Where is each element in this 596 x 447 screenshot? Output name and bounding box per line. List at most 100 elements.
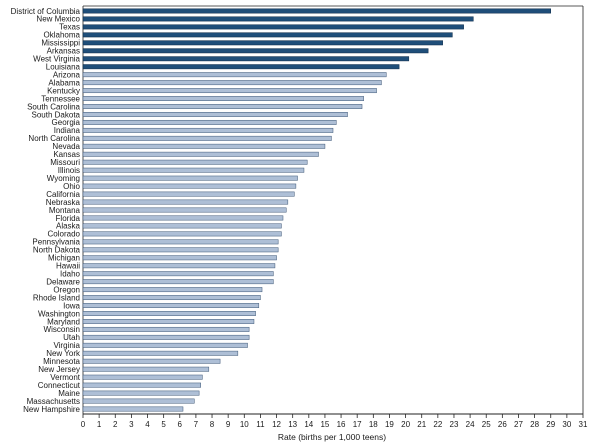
category-label: Wyoming — [47, 174, 80, 183]
category-label: Kansas — [53, 150, 80, 159]
bar-idaho — [82, 271, 274, 277]
bar-south-dakota — [82, 112, 348, 117]
bar-south-carolina — [82, 104, 363, 109]
bar-hawaii — [82, 263, 276, 269]
bar-wisconsin — [82, 326, 250, 332]
category-label: South Dakota — [32, 110, 81, 119]
bar-california — [82, 191, 295, 197]
x-tick-label: 18 — [369, 420, 378, 429]
category-label: Oklahoma — [44, 31, 81, 40]
category-label: Wisconsin — [44, 325, 80, 334]
bar-wyoming — [82, 175, 298, 181]
bar-massachusetts — [82, 398, 195, 404]
bar-alabama — [82, 80, 382, 86]
x-axis-ticks: 0 1 2 3 4 5 6 7 8 9 10 11 12 13 14 15 16 17 18 19 20 21 22 23 24… — [81, 414, 588, 429]
category-label: Mississippi — [41, 39, 80, 48]
bar-washington — [82, 311, 256, 316]
category-label: Hawaii — [56, 262, 80, 271]
bar-kansas — [82, 151, 319, 157]
bar-illinois — [82, 167, 305, 173]
category-label: Georgia — [52, 118, 81, 127]
category-label: Minnesota — [43, 357, 80, 366]
bar-new-hampshire — [82, 406, 184, 412]
bar-texas — [82, 24, 464, 30]
x-tick-label: 12 — [272, 420, 281, 429]
category-label: South Carolina — [27, 102, 80, 111]
x-tick-label: 16 — [337, 420, 346, 429]
bar-iowa — [82, 303, 260, 308]
x-tick-label: 21 — [417, 420, 426, 429]
x-tick-label: 20 — [401, 420, 410, 429]
category-label: District of Columbia — [11, 7, 81, 16]
bar-pennsylvania — [82, 239, 279, 245]
category-label: Kentucky — [47, 86, 80, 95]
category-label: New Jersey — [38, 365, 80, 374]
x-tick-label: 30 — [562, 420, 571, 429]
category-label: North Dakota — [33, 246, 81, 255]
x-tick-label: 1 — [97, 420, 102, 429]
category-label: Louisiana — [46, 63, 81, 72]
category-label: West Virginia — [33, 55, 80, 64]
category-label: Pennsylvania — [32, 238, 80, 247]
bar-north-carolina — [82, 135, 332, 141]
x-tick-label: 6 — [178, 420, 183, 429]
x-tick-label: 27 — [514, 420, 523, 429]
category-label: California — [46, 190, 80, 199]
category-label: Idaho — [60, 269, 81, 278]
x-tick-label: 3 — [129, 420, 134, 429]
bar-alaska — [82, 223, 282, 229]
bar-connecticut — [82, 382, 201, 388]
category-label: Indiana — [54, 126, 81, 135]
x-tick-label: 0 — [81, 420, 86, 429]
x-tick-label: 28 — [530, 420, 539, 429]
bar-arizona — [82, 72, 387, 78]
bar-mississippi — [82, 40, 443, 46]
category-label: Rhode Island — [33, 293, 80, 302]
category-label: Alaska — [56, 222, 81, 231]
bar-maine — [82, 390, 200, 396]
bar-west-virginia — [82, 56, 410, 62]
category-label: Missouri — [50, 158, 80, 167]
x-tick-label: 17 — [353, 420, 362, 429]
x-tick-label: 8 — [210, 420, 215, 429]
x-tick-label: 29 — [546, 420, 555, 429]
x-tick-label: 11 — [256, 420, 265, 429]
category-label: Massachusetts — [27, 397, 80, 406]
category-label: New Mexico — [36, 15, 80, 24]
category-label: Michigan — [48, 254, 80, 263]
x-tick-label: 7 — [194, 420, 199, 429]
category-label: Maine — [58, 389, 80, 398]
x-tick-label: 15 — [320, 420, 329, 429]
bar-rhode-island — [82, 295, 261, 301]
x-tick-label: 23 — [450, 420, 459, 429]
bar-oregon — [82, 287, 263, 293]
bar-utah — [82, 334, 250, 340]
category-label: Montana — [49, 206, 81, 215]
category-label: Arkansas — [47, 47, 80, 56]
category-label: Ohio — [63, 182, 80, 191]
bar-montana — [82, 207, 287, 213]
x-tick-label: 26 — [498, 420, 507, 429]
bar-missouri — [82, 159, 308, 165]
category-label: Utah — [63, 333, 80, 342]
bar-series — [82, 8, 551, 412]
bar-florida — [82, 215, 284, 221]
bar-michigan — [82, 255, 277, 261]
category-label: Tennessee — [41, 94, 80, 103]
x-tick-label: 22 — [433, 420, 442, 429]
bar-maryland — [82, 319, 255, 324]
x-tick-label: 14 — [304, 420, 313, 429]
x-tick-label: 9 — [226, 420, 231, 429]
x-tick-label: 13 — [288, 420, 297, 429]
bar-vermont — [82, 374, 203, 380]
bar-oklahoma — [82, 32, 453, 38]
bar-georgia — [82, 119, 337, 125]
bar-new-jersey — [82, 366, 210, 372]
category-label: Vermont — [50, 373, 81, 382]
bar-arkansas — [82, 48, 429, 54]
category-label: Connecticut — [38, 381, 81, 390]
x-tick-label: 4 — [145, 420, 150, 429]
x-tick-label: 25 — [482, 420, 491, 429]
x-tick-label: 2 — [113, 420, 118, 429]
